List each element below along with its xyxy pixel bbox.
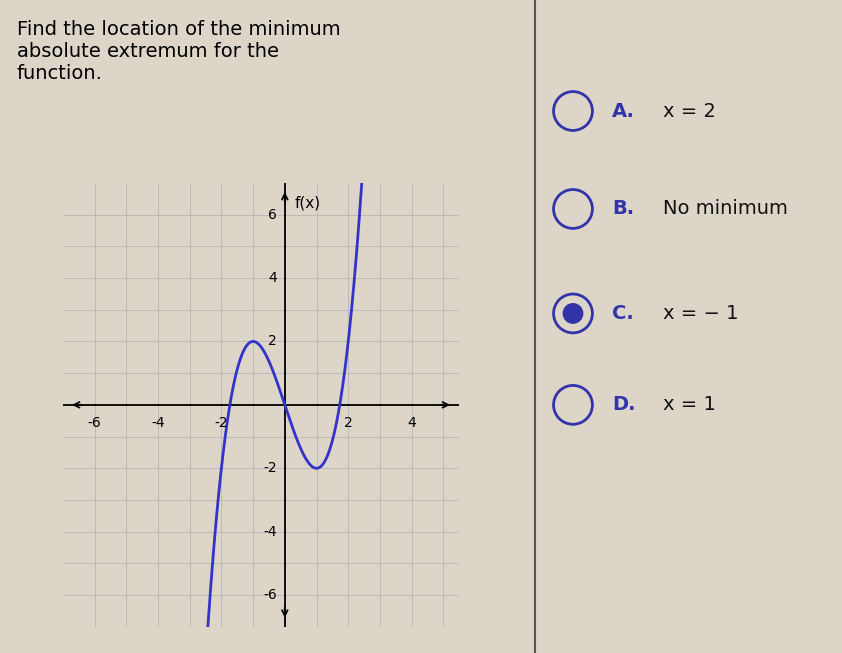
- Text: -4: -4: [264, 525, 277, 539]
- Text: -2: -2: [264, 461, 277, 475]
- Text: -6: -6: [264, 588, 277, 602]
- Text: x = 1: x = 1: [663, 395, 716, 415]
- Text: B.: B.: [612, 199, 634, 219]
- Text: 6: 6: [268, 208, 277, 221]
- Text: 4: 4: [268, 271, 277, 285]
- Text: D.: D.: [612, 395, 636, 415]
- Text: 2: 2: [344, 416, 353, 430]
- Text: f(x): f(x): [295, 195, 321, 210]
- Text: A.: A.: [612, 101, 635, 121]
- Ellipse shape: [563, 304, 583, 323]
- Text: No minimum: No minimum: [663, 199, 787, 219]
- Text: x = − 1: x = − 1: [663, 304, 738, 323]
- Text: 2: 2: [268, 334, 277, 349]
- Text: Find the location of the minimum
absolute extremum for the
function.: Find the location of the minimum absolut…: [17, 20, 340, 82]
- Text: C.: C.: [612, 304, 633, 323]
- Text: 4: 4: [408, 416, 416, 430]
- Text: x = 2: x = 2: [663, 101, 716, 121]
- Text: -6: -6: [88, 416, 101, 430]
- Text: -4: -4: [151, 416, 165, 430]
- Text: -2: -2: [215, 416, 228, 430]
